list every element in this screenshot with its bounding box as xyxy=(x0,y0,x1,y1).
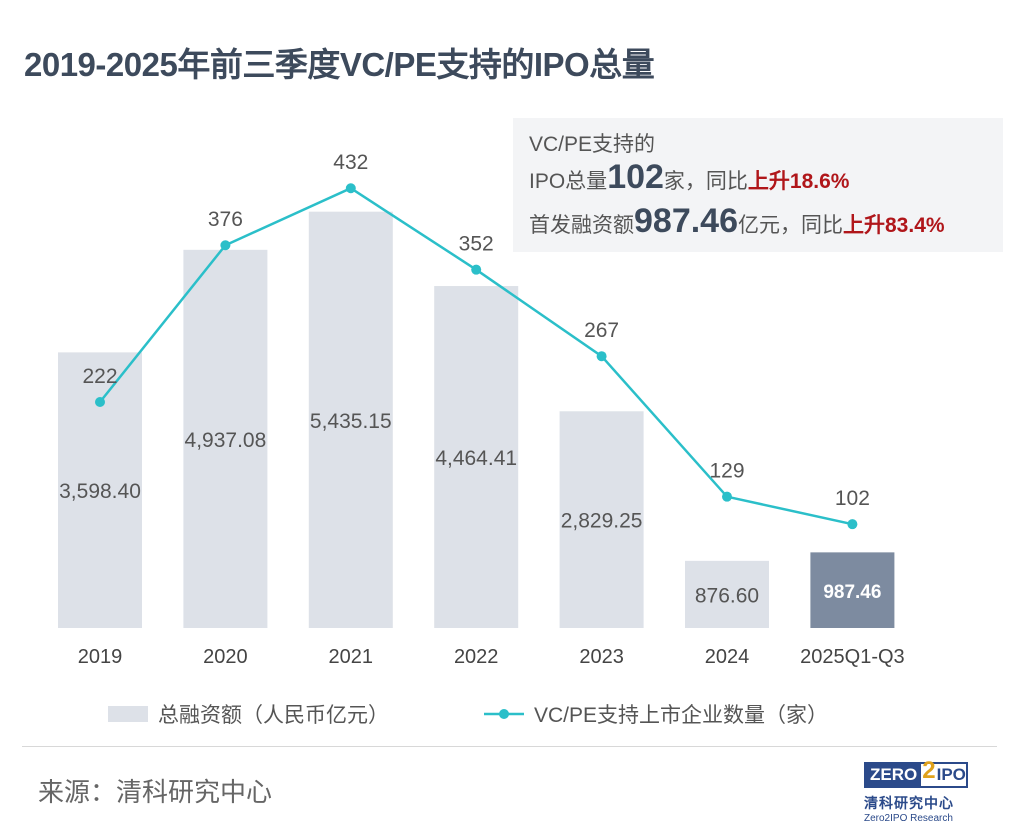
chart-title: 2019-2025年前三季度VC/PE支持的IPO总量 xyxy=(24,46,655,83)
line-point xyxy=(95,397,105,408)
text: 家，同比 xyxy=(663,170,748,193)
bar-value-label: 876.60 xyxy=(695,584,759,607)
text: 首发融资额 xyxy=(529,214,634,237)
line-value-label: 222 xyxy=(82,365,117,388)
logo-text: 2 xyxy=(922,757,936,784)
source-note: 来源：清科研究中心 xyxy=(38,777,273,807)
callout-line3: 首发融资额987.46亿元，同比上升83.4% xyxy=(529,202,945,241)
text: IPO总量 xyxy=(529,170,608,193)
funding-value: 987.46 xyxy=(634,202,738,240)
line-value-label: 129 xyxy=(709,460,744,483)
bar-value-label: 4,464.41 xyxy=(435,447,517,470)
line-point xyxy=(596,351,607,362)
x-tick-label: 2021 xyxy=(329,646,374,668)
text: 亿元，同比 xyxy=(738,214,843,237)
x-tick-label: 2023 xyxy=(579,646,624,668)
line-value-label: 102 xyxy=(835,487,870,510)
callout-line1: VC/PE支持的 xyxy=(529,133,656,156)
bar xyxy=(559,411,644,628)
logo-cn: 清科研究中心 xyxy=(864,795,954,811)
legend-line-label: VC/PE支持上市企业数量（家） xyxy=(534,704,828,727)
zero2ipo-logo: ZERO 2 IPO 清科研究中心 Zero2IPO Research xyxy=(864,757,974,824)
ipo-change: 上升18.6% xyxy=(747,170,850,193)
bar xyxy=(685,560,769,628)
bar-value-label: 4,937.08 xyxy=(185,429,267,452)
callout-line2: IPO总量102家，同比上升18.6% xyxy=(529,158,849,197)
x-tick-label: 2025Q1-Q3 xyxy=(800,646,905,668)
line-value-label: 267 xyxy=(584,319,619,342)
x-tick-label: 2019 xyxy=(78,646,123,668)
legend-bar-swatch xyxy=(108,706,148,722)
line-value-label: 376 xyxy=(208,208,243,231)
x-tick-label: 2022 xyxy=(454,646,499,668)
legend-bar-label: 总融资额（人民币亿元） xyxy=(158,704,389,727)
line-point xyxy=(847,519,858,530)
bar xyxy=(308,211,393,628)
line-point xyxy=(220,240,231,251)
legend-line-marker xyxy=(499,709,509,719)
bar-value-label: 2,829.25 xyxy=(561,510,643,533)
line-point xyxy=(722,491,732,502)
line-point xyxy=(471,264,482,275)
logo-text: ZERO xyxy=(866,764,922,786)
x-tick-label: 2020 xyxy=(203,646,248,668)
x-tick-label: 2024 xyxy=(705,646,750,668)
line-value-label: 432 xyxy=(333,151,368,174)
bar xyxy=(183,249,268,628)
line-value-label: 352 xyxy=(459,233,494,256)
funding-change: 上升83.4% xyxy=(843,214,945,237)
divider xyxy=(22,746,997,747)
line-point xyxy=(345,183,356,194)
bar-value-label: 3,598.40 xyxy=(59,480,141,503)
bar-value-label: 5,435.15 xyxy=(310,410,392,433)
summary-callout: VC/PE支持的 IPO总量102家，同比上升18.6% 首发融资额987.46… xyxy=(513,118,1003,252)
logo-text: IPO xyxy=(936,765,966,784)
ipo-count: 102 xyxy=(607,158,664,196)
logo-en: Zero2IPO Research xyxy=(864,813,953,824)
bar xyxy=(434,286,519,628)
bar xyxy=(810,552,895,628)
bar-value-label: 987.46 xyxy=(823,582,881,603)
